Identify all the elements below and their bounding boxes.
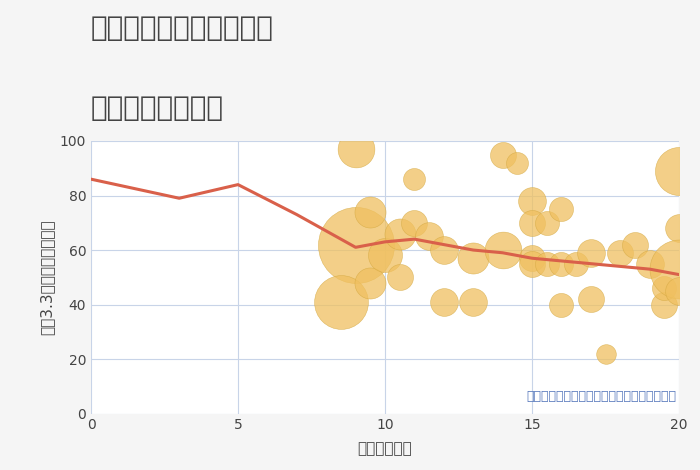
Point (526, 197, 538, 205)
Point (350, 145, 361, 153)
Y-axis label: 坪（3.3㎡）単価（万円）: 坪（3.3㎡）単価（万円） (39, 219, 54, 335)
Text: 駅距離別土地価格: 駅距離別土地価格 (91, 94, 224, 122)
Point (365, 279, 376, 287)
Point (365, 208, 376, 216)
Point (556, 260, 567, 267)
Point (673, 167, 685, 175)
Point (526, 254, 538, 262)
Point (659, 284, 670, 292)
Point (541, 219, 552, 227)
Point (350, 241, 361, 248)
Point (600, 350, 611, 357)
Point (379, 252, 391, 259)
Point (644, 260, 655, 267)
Point (585, 295, 596, 303)
Point (424, 233, 435, 240)
Point (394, 230, 405, 237)
Text: 兵庫県尼崎市東難波町の: 兵庫県尼崎市東難波町の (91, 14, 274, 42)
Point (570, 260, 582, 267)
Point (585, 249, 596, 257)
Point (409, 219, 420, 227)
Point (468, 298, 479, 306)
Point (409, 175, 420, 183)
Point (673, 266, 685, 273)
Point (526, 219, 538, 227)
Text: 円の大きさは、取引のあった物件面積を示す: 円の大きさは、取引のあった物件面積を示す (526, 390, 676, 403)
Point (335, 298, 346, 306)
Point (659, 301, 670, 308)
Point (468, 254, 479, 262)
Point (438, 246, 449, 254)
Point (556, 301, 567, 308)
Point (615, 249, 626, 257)
Point (526, 260, 538, 267)
Point (673, 225, 685, 232)
Point (497, 151, 508, 158)
Point (394, 274, 405, 281)
Point (541, 260, 552, 267)
Point (556, 205, 567, 213)
Point (512, 159, 523, 166)
Point (673, 287, 685, 295)
X-axis label: 駅距離（分）: 駅距離（分） (358, 441, 412, 456)
Point (497, 246, 508, 254)
Point (438, 298, 449, 306)
Point (629, 241, 641, 248)
